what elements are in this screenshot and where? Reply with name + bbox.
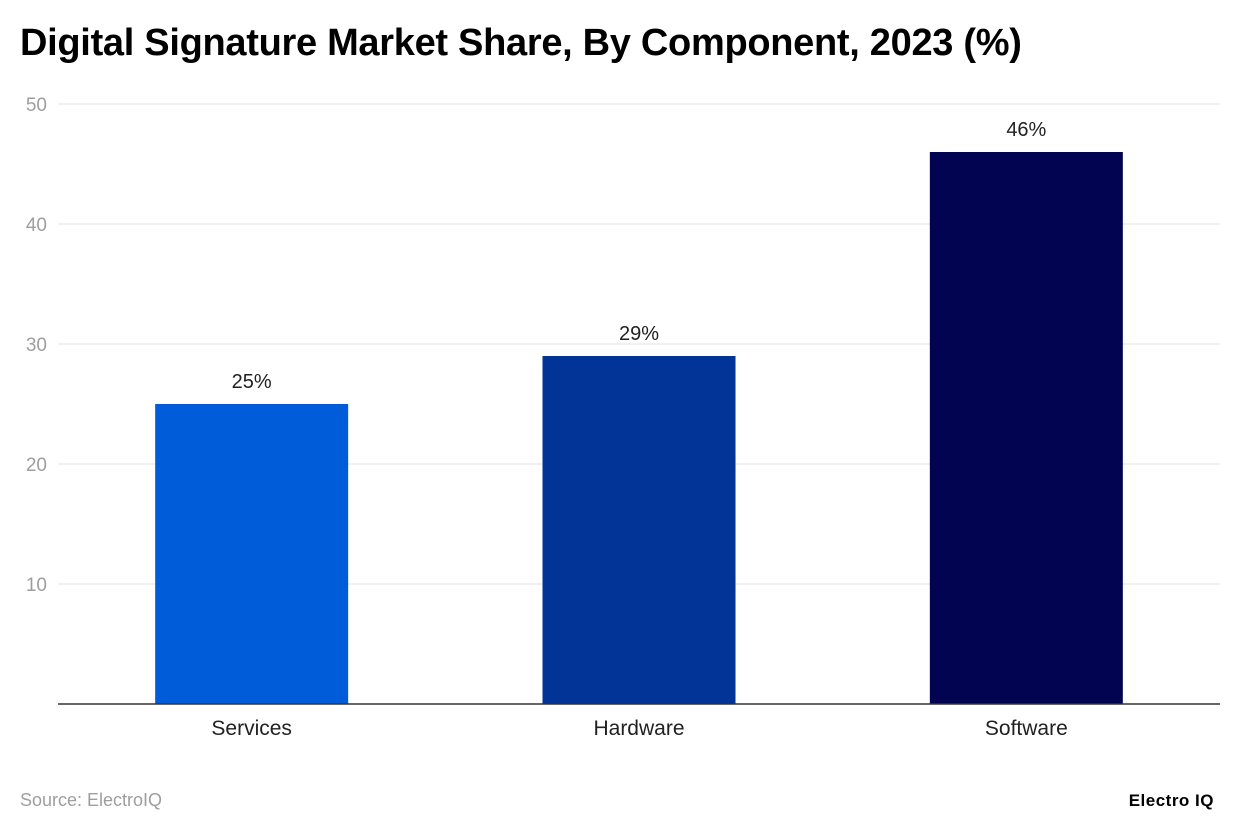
data-label: 46% (1006, 119, 1046, 141)
y-tick-label: 50 (26, 95, 47, 116)
data-label: 29% (619, 323, 659, 345)
bar-hardware (542, 356, 736, 704)
x-tick-label: Software (985, 717, 1068, 740)
electroiq-logo: Electro IQ (1128, 791, 1214, 810)
y-tick-label: 10 (26, 575, 47, 596)
x-tick-label: Services (211, 717, 292, 740)
chart-title: Digital Signature Market Share, By Compo… (20, 22, 1022, 64)
bar-software (929, 152, 1123, 704)
y-tick-label: 40 (26, 215, 47, 236)
bar-services (155, 404, 349, 704)
y-tick-label: 30 (26, 335, 47, 356)
y-tick-label: 20 (26, 455, 47, 476)
source-note: Source: ElectroIQ (20, 790, 163, 810)
x-tick-label: Hardware (593, 717, 684, 740)
data-label: 25% (232, 371, 272, 393)
